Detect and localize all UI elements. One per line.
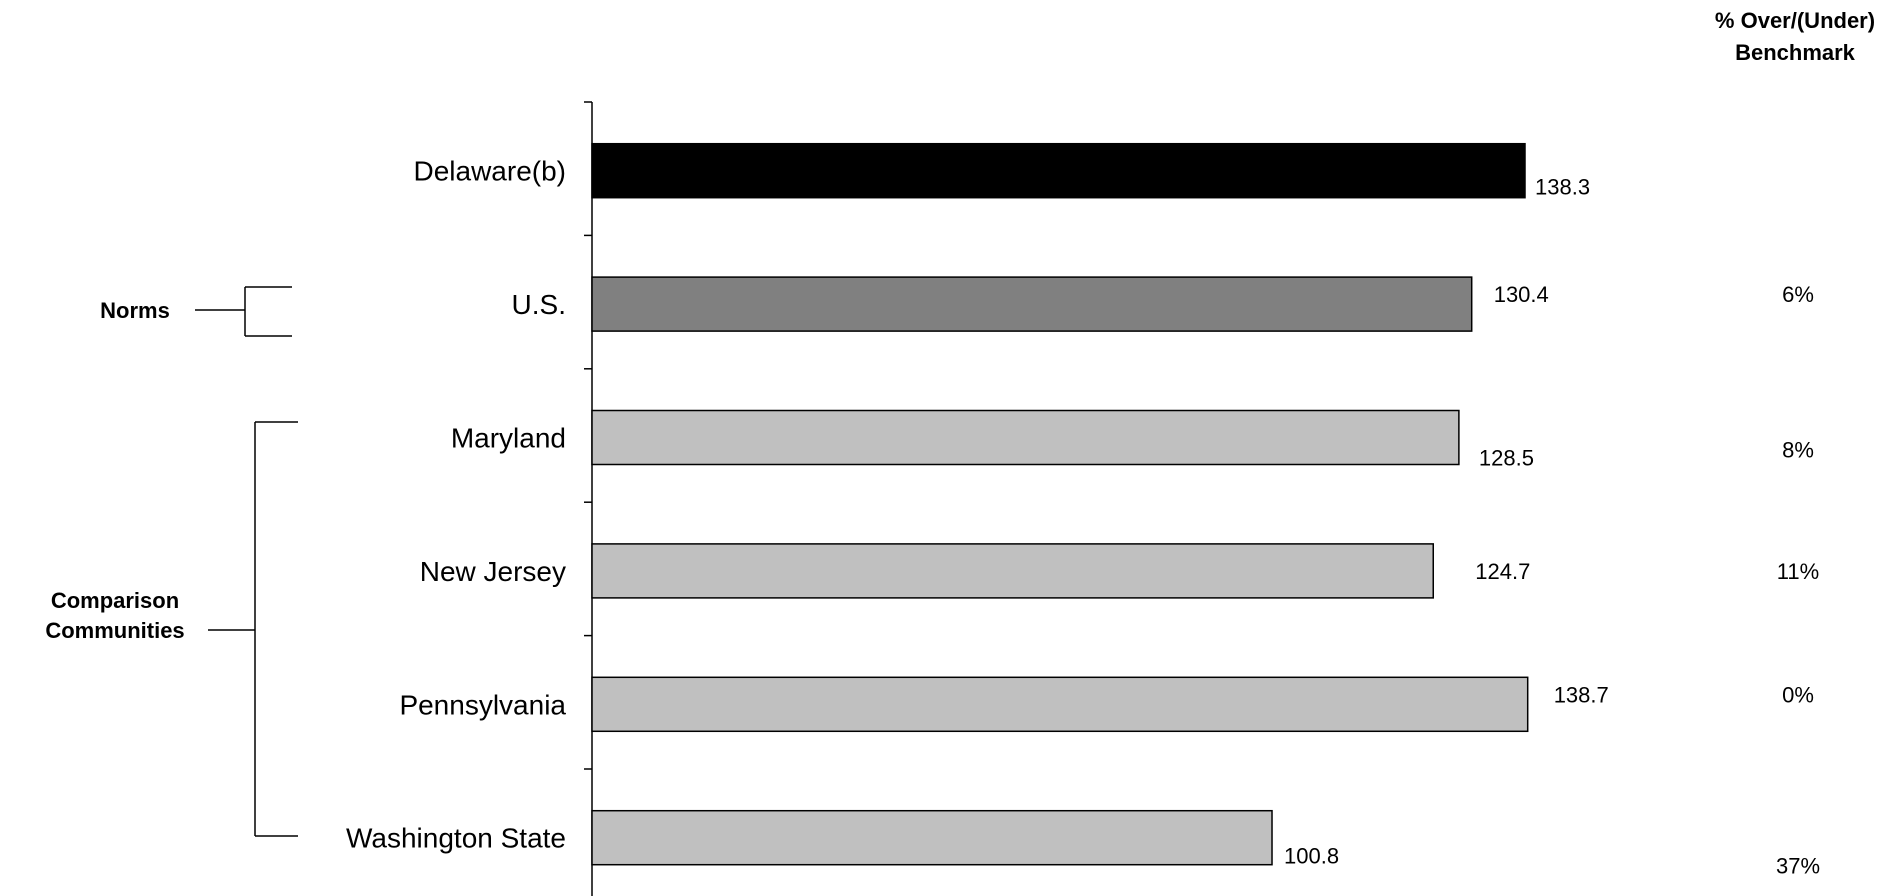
pct-label: 6% <box>1782 282 1814 307</box>
pct-label: 0% <box>1782 682 1814 707</box>
category-label: Delaware(b) <box>414 156 567 187</box>
value-label: 128.5 <box>1479 446 1534 471</box>
bar <box>591 543 1435 599</box>
category-label: New Jersey <box>420 556 566 587</box>
value-label: 130.4 <box>1494 282 1549 307</box>
category-label: Washington State <box>346 823 566 854</box>
pct-header-line-2: Benchmark <box>1735 40 1856 65</box>
category-label: Pennsylvania <box>399 689 566 720</box>
category-label: U.S. <box>512 289 566 320</box>
group-label-comparison: Comparison <box>51 588 179 613</box>
group-label-communities: Communities <box>45 618 184 643</box>
value-label: 124.7 <box>1475 559 1530 584</box>
bar <box>591 276 1473 332</box>
category-label: Maryland <box>451 423 566 454</box>
bar <box>591 809 1273 866</box>
bar <box>591 409 1460 466</box>
value-label: 100.8 <box>1284 844 1339 869</box>
pct-label: 8% <box>1782 438 1814 463</box>
pct-header-line-1: % Over/(Under) <box>1715 8 1875 33</box>
bar <box>591 142 1526 199</box>
bar <box>591 676 1529 733</box>
group-label-norms: Norms <box>100 298 170 323</box>
bar-marks: Delaware(b) 138.3 U.S. 130.4 6% Maryland 128.5… <box>346 101 1820 879</box>
pct-label: 37% <box>1776 854 1820 879</box>
pct-label: 11% <box>1777 559 1819 584</box>
value-label: 138.3 <box>1535 175 1590 200</box>
value-label: 138.7 <box>1554 682 1609 707</box>
